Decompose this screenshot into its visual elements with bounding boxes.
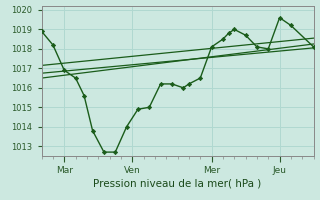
X-axis label: Pression niveau de la mer( hPa ): Pression niveau de la mer( hPa ) [93, 178, 262, 188]
